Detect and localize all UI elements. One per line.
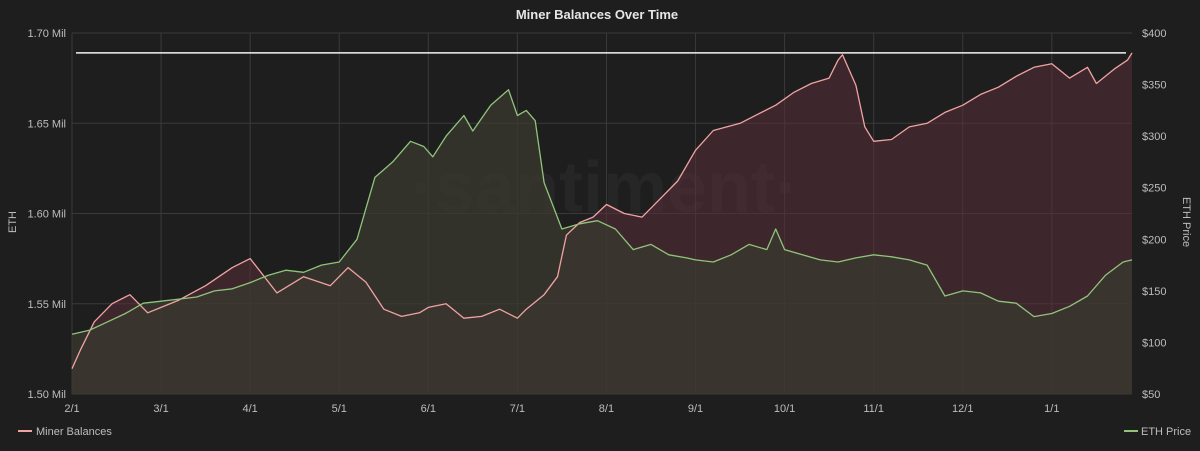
y-left-tick-label: 1.70 Mil bbox=[27, 28, 66, 40]
x-tick-label: 7/1 bbox=[510, 403, 525, 415]
tick-labels: 1.50 Mil 1.55 Mil 1.60 Mil 1.65 Mil 1.70 Mil… bbox=[27, 28, 1166, 415]
y-left-tick-label: 1.50 Mil bbox=[27, 389, 66, 401]
legend-label-eth-price: ETH Price bbox=[1141, 426, 1191, 438]
legend-label-miner-balances: Miner Balances bbox=[36, 426, 112, 438]
y-right-tick-label: $100 bbox=[1142, 337, 1166, 349]
x-tick-label: 11/1 bbox=[863, 403, 884, 415]
y-right-tick-label: $50 bbox=[1142, 389, 1160, 401]
y-right-tick-label: $400 bbox=[1142, 28, 1166, 40]
x-tick-label: 6/1 bbox=[421, 403, 436, 415]
series-line-1 bbox=[71, 89, 1133, 335]
y-right-tick-label: $300 bbox=[1142, 131, 1166, 143]
x-tick-label: 4/1 bbox=[243, 403, 258, 415]
y-left-tick-label: 1.65 Mil bbox=[27, 118, 66, 130]
y-right-tick-label: $150 bbox=[1142, 286, 1166, 298]
y-left-tick-label: 1.60 Mil bbox=[27, 209, 66, 221]
y-right-tick-label: $200 bbox=[1142, 234, 1166, 246]
y-right-tick-label: $250 bbox=[1142, 183, 1166, 195]
x-tick-label: 8/1 bbox=[599, 403, 614, 415]
legend[interactable]: Miner Balances ETH Price bbox=[18, 426, 1191, 438]
x-tick-label: 5/1 bbox=[332, 403, 347, 415]
series-line-0 bbox=[71, 52, 1133, 369]
y-right-tick-label: $350 bbox=[1142, 80, 1166, 92]
chart-title: Miner Balances Over Time bbox=[516, 7, 678, 22]
x-tick-label: 9/1 bbox=[688, 403, 703, 415]
x-tick-label: 2/1 bbox=[64, 403, 79, 415]
y-axis-left-label: ETH bbox=[7, 211, 19, 233]
series-area-1 bbox=[72, 89, 1132, 394]
x-tick-label: 1/1 bbox=[1044, 403, 1059, 415]
x-tick-label: 10/1 bbox=[774, 403, 795, 415]
x-tick-label: 3/1 bbox=[153, 403, 168, 415]
series-lines bbox=[71, 52, 1133, 369]
y-left-tick-label: 1.55 Mil bbox=[27, 299, 66, 311]
y-axis-right-label: ETH Price bbox=[1180, 197, 1192, 247]
x-tick-label: 12/1 bbox=[952, 403, 973, 415]
